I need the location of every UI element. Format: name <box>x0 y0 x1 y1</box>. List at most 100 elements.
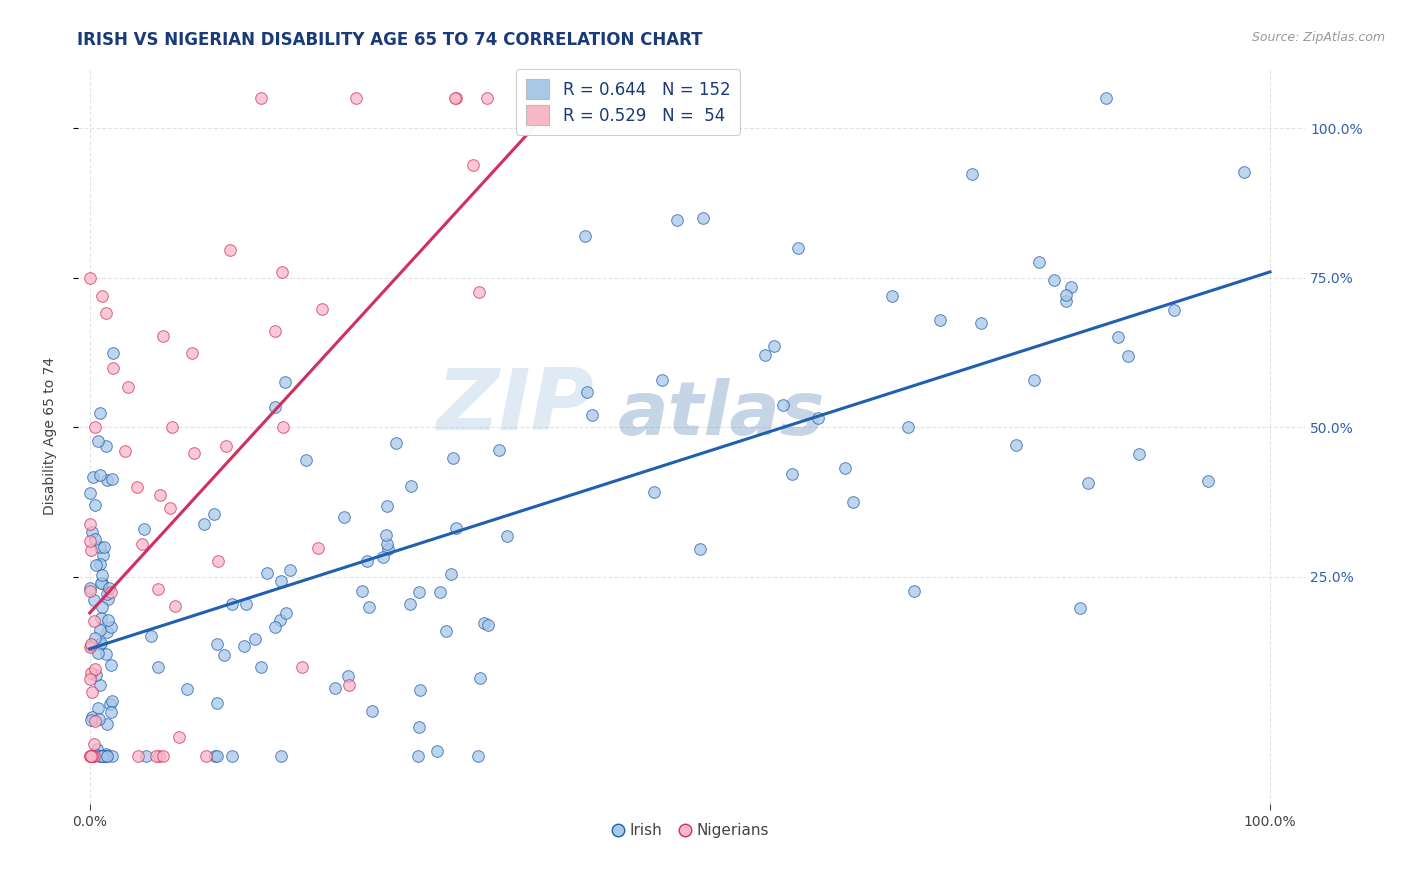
Point <box>90 749 112 764</box>
Point <box>100 705 122 719</box>
Point <box>80 637 103 651</box>
Point <box>337 669 360 683</box>
Point <box>495 529 517 543</box>
Point <box>145 749 167 764</box>
Point <box>79 271 101 285</box>
Point <box>443 91 465 105</box>
Point <box>221 598 243 612</box>
Point <box>165 599 187 614</box>
Point <box>263 620 285 634</box>
Point <box>87 434 110 449</box>
Point <box>90 600 112 615</box>
Point <box>100 749 122 764</box>
Point <box>93 540 115 554</box>
Point <box>80 685 103 699</box>
Point <box>91 568 114 582</box>
Point <box>82 470 104 484</box>
Point <box>786 241 808 255</box>
Point <box>90 289 112 303</box>
Point <box>269 614 291 628</box>
Point <box>205 749 228 764</box>
Point <box>406 749 429 764</box>
Point <box>195 749 218 764</box>
Point <box>468 285 491 299</box>
Point <box>79 640 101 655</box>
Point <box>665 213 688 227</box>
Point <box>1197 474 1219 488</box>
Point <box>91 575 114 590</box>
Point <box>193 516 215 531</box>
Point <box>103 360 125 375</box>
Point <box>90 636 112 650</box>
Point <box>117 380 139 394</box>
Point <box>333 509 356 524</box>
Point <box>84 420 107 434</box>
Point <box>291 659 314 673</box>
Point <box>79 486 101 500</box>
Point <box>274 375 297 389</box>
Point <box>80 639 103 653</box>
Point <box>89 678 111 692</box>
Point <box>101 346 124 360</box>
Point <box>79 749 101 764</box>
Point <box>89 557 111 571</box>
Point <box>83 592 105 607</box>
Point <box>100 584 122 599</box>
Point <box>232 639 254 653</box>
Point <box>87 646 110 660</box>
Point <box>159 501 181 516</box>
Point <box>280 563 302 577</box>
Point <box>125 480 148 494</box>
Point <box>79 749 101 764</box>
Point <box>882 289 904 303</box>
Point <box>264 400 287 414</box>
Point <box>264 324 287 338</box>
Point <box>139 629 162 643</box>
Point <box>1022 373 1045 387</box>
Point <box>408 720 430 734</box>
Text: ZIP: ZIP <box>436 366 593 449</box>
Point <box>1128 446 1150 460</box>
Point <box>101 473 124 487</box>
Point <box>356 554 378 568</box>
Point <box>399 479 422 493</box>
Point <box>86 741 108 756</box>
Legend: Irish, Nigerians: Irish, Nigerians <box>609 817 775 845</box>
Point <box>339 678 361 692</box>
Point <box>1043 273 1066 287</box>
Point <box>207 553 229 567</box>
Point <box>167 730 190 744</box>
Point <box>215 439 238 453</box>
Point <box>689 542 711 557</box>
Point <box>488 442 510 457</box>
Point <box>375 528 398 542</box>
Point <box>127 749 149 764</box>
Point <box>91 749 114 764</box>
Point <box>96 587 118 601</box>
Point <box>148 749 170 764</box>
Point <box>651 373 673 387</box>
Point <box>360 704 382 718</box>
Point <box>1028 255 1050 269</box>
Point <box>91 749 114 764</box>
Point <box>80 749 103 764</box>
Point <box>96 749 118 764</box>
Point <box>754 348 776 362</box>
Point <box>135 749 157 764</box>
Point <box>202 507 225 521</box>
Point <box>1004 438 1026 452</box>
Point <box>80 713 103 727</box>
Point <box>426 744 449 758</box>
Point <box>1054 293 1077 308</box>
Point <box>477 91 499 105</box>
Point <box>96 749 118 764</box>
Point <box>467 749 489 764</box>
Point <box>79 581 101 595</box>
Point <box>576 384 599 399</box>
Point <box>89 637 111 651</box>
Point <box>84 714 107 728</box>
Point <box>692 211 714 225</box>
Point <box>80 749 103 764</box>
Point <box>1060 279 1083 293</box>
Point <box>903 584 925 599</box>
